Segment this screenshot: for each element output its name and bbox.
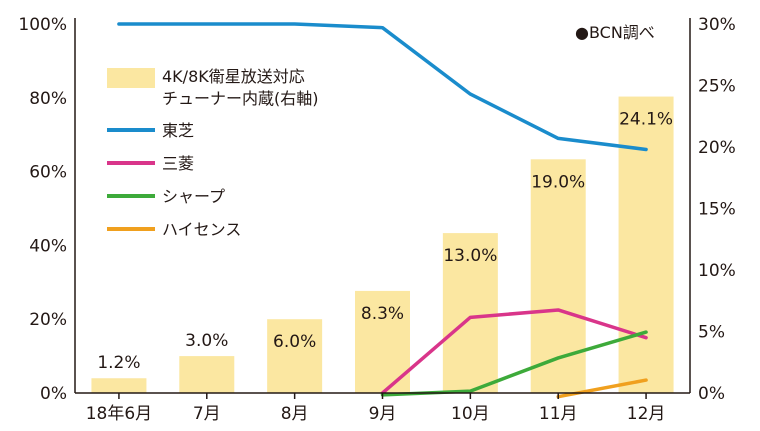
bar-1 [179,356,235,393]
line-series-2 [380,330,648,397]
x-tick-label-6: 12月 [627,404,666,424]
bar-label-4: 13.0% [443,246,497,266]
left-tick-label-3: 60% [29,163,67,183]
legend-label-0: 東芝 [162,121,194,140]
x-tick-label-1: 7月 [193,404,221,424]
legend-label-1: 三菱 [162,154,194,173]
x-tick-label-5: 11月 [539,404,578,424]
legend-label-3: ハイセンス [162,220,241,239]
x-tick-label-2: 8月 [281,404,309,424]
bar-label-0: 1.2% [97,353,140,373]
bar-6 [618,96,674,393]
right-tick-label-1: 5% [698,323,725,343]
line-series-1 [380,308,648,395]
source-note: ●BCN調べ [575,23,655,42]
right-tick-label-4: 20% [698,138,736,158]
right-tick-label-3: 15% [698,200,736,220]
line-series-0 [117,22,648,152]
right-tick-label-6: 30% [698,15,736,35]
x-tick-label-3: 9月 [369,404,397,424]
legend-label-bar-1: チューナー内蔵(右軸) [162,89,319,108]
axes-group: 0% 20% 40% 60% 80% 100% 0% 5% 10% 15% 20% 25% 30% 18年… [18,15,735,424]
x-tick-label-0: 18年6月 [86,404,152,424]
bars-group: 1.2% 3.0% 6.0% 8.3% 13.0% 19.0% 24.1% [91,96,674,393]
left-tick-label-2: 40% [29,236,67,256]
right-tick-label-5: 25% [698,77,736,97]
x-tick-label-4: 10月 [451,404,490,424]
bar-4 [442,233,498,393]
right-tick-label-2: 10% [698,261,736,281]
bar-0 [91,378,147,393]
bar-label-1: 3.0% [185,331,228,351]
legend-label-2: シャープ [162,187,225,206]
bar-label-3: 8.3% [361,304,404,324]
left-tick-label-5: 100% [18,15,67,35]
line-series-3 [556,378,648,399]
bar-label-6: 24.1% [619,110,673,130]
bar-label-2: 6.0% [273,332,316,352]
bar-2 [267,319,323,393]
left-tick-label-0: 0% [40,384,67,404]
legend-label-bar-0: 4K/8K衛星放送対応 [162,67,305,86]
legend-swatch-bar [107,68,155,88]
left-tick-label-1: 20% [29,310,67,330]
left-tick-label-4: 80% [29,89,67,109]
right-tick-label-0: 0% [698,384,725,404]
bar-label-5: 19.0% [531,172,585,192]
